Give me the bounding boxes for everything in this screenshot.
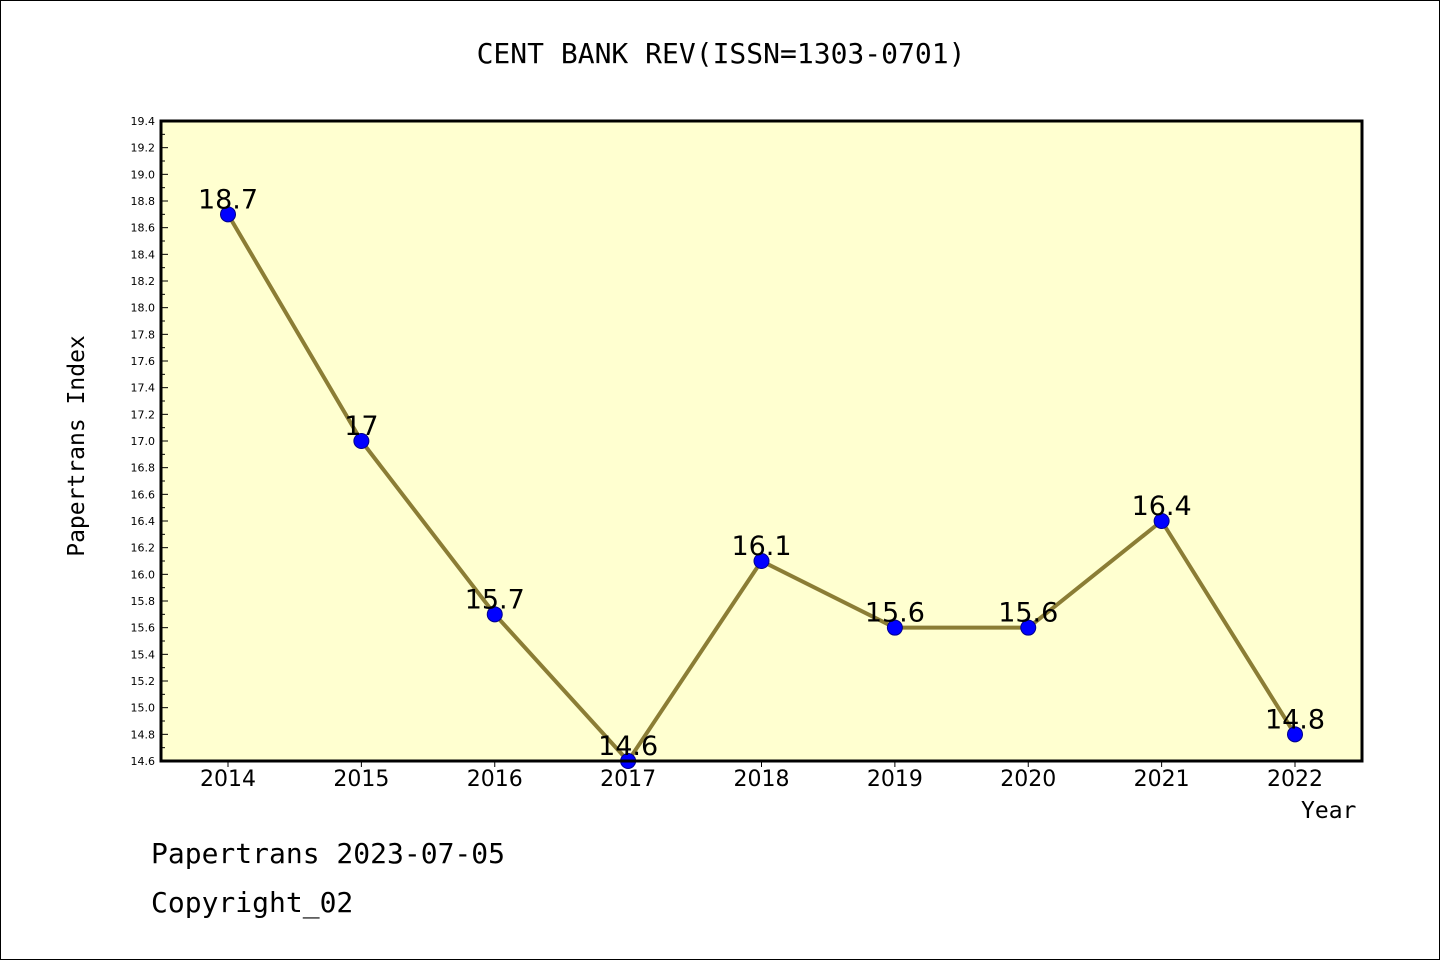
data-label: 14.8 xyxy=(1265,704,1325,735)
y-tick-label: 15.6 xyxy=(131,622,156,635)
y-tick-label: 18.4 xyxy=(131,248,156,261)
x-axis-label: Year xyxy=(1301,798,1357,824)
y-tick-label: 16.4 xyxy=(131,515,156,528)
y-tick-label: 15.8 xyxy=(131,595,156,608)
data-point xyxy=(753,553,770,569)
y-tick-label: 16.0 xyxy=(131,568,156,581)
y-tick-label: 16.8 xyxy=(131,462,156,475)
x-tick-label: 2015 xyxy=(333,767,389,792)
data-label: 14.6 xyxy=(598,731,658,762)
y-tick-label: 18.8 xyxy=(131,195,156,208)
y-tick-label: 18.2 xyxy=(131,275,156,288)
data-label: 18.7 xyxy=(198,184,258,215)
x-tick-label: 2019 xyxy=(867,767,923,792)
x-tick-label: 2017 xyxy=(600,767,656,792)
data-point xyxy=(1020,619,1037,636)
y-tick-label: 14.6 xyxy=(131,755,156,768)
plot-frame xyxy=(159,119,1364,763)
chart-title: CENT BANK REV(ISSN=1303-0701) xyxy=(476,37,966,70)
x-tick-label: 2021 xyxy=(1134,767,1190,792)
y-tick-label: 17.6 xyxy=(131,355,156,368)
y-tick-label: 16.6 xyxy=(131,488,156,501)
y-tick-label: 15.4 xyxy=(131,648,156,661)
x-tick-label: 2016 xyxy=(467,767,523,792)
x-tick-label: 2018 xyxy=(734,767,790,792)
data-point xyxy=(486,606,503,623)
data-point xyxy=(1287,726,1303,743)
y-tick-label: 15.2 xyxy=(131,675,156,688)
y-tick-label: 17.0 xyxy=(131,435,156,448)
y-tick-label: 18.0 xyxy=(131,302,156,315)
data-label: 15.6 xyxy=(998,598,1058,629)
data-label: 15.7 xyxy=(465,584,525,615)
y-tick-label: 19.4 xyxy=(131,115,156,128)
data-point xyxy=(220,206,236,223)
data-point xyxy=(886,619,903,636)
x-tick-label: 2014 xyxy=(200,767,256,792)
footer-copyright: Copyright_02 xyxy=(151,886,354,919)
y-tick-label: 15.0 xyxy=(131,702,156,715)
data-label: 17 xyxy=(344,411,378,442)
y-tick-label: 17.4 xyxy=(131,382,156,395)
y-tick-label: 19.0 xyxy=(131,168,156,181)
data-label: 16.4 xyxy=(1132,491,1192,522)
y-tick-label: 17.2 xyxy=(131,408,156,421)
plot-area xyxy=(161,121,1362,761)
y-tick-label: 19.2 xyxy=(131,142,156,155)
y-tick-label: 18.6 xyxy=(131,222,156,235)
data-point xyxy=(1153,513,1170,529)
y-tick-label: 14.8 xyxy=(131,728,156,741)
data-label: 15.6 xyxy=(865,598,925,629)
data-point xyxy=(353,433,370,449)
x-tick-label: 2020 xyxy=(1000,767,1056,792)
y-tick-label: 16.2 xyxy=(131,542,156,555)
x-tick-label: 2022 xyxy=(1267,767,1323,792)
footer-date: Papertrans 2023-07-05 xyxy=(151,837,506,870)
y-axis-label: Papertrans Index xyxy=(64,335,90,557)
data-label: 16.1 xyxy=(731,531,791,562)
y-tick-label: 17.8 xyxy=(131,328,156,341)
